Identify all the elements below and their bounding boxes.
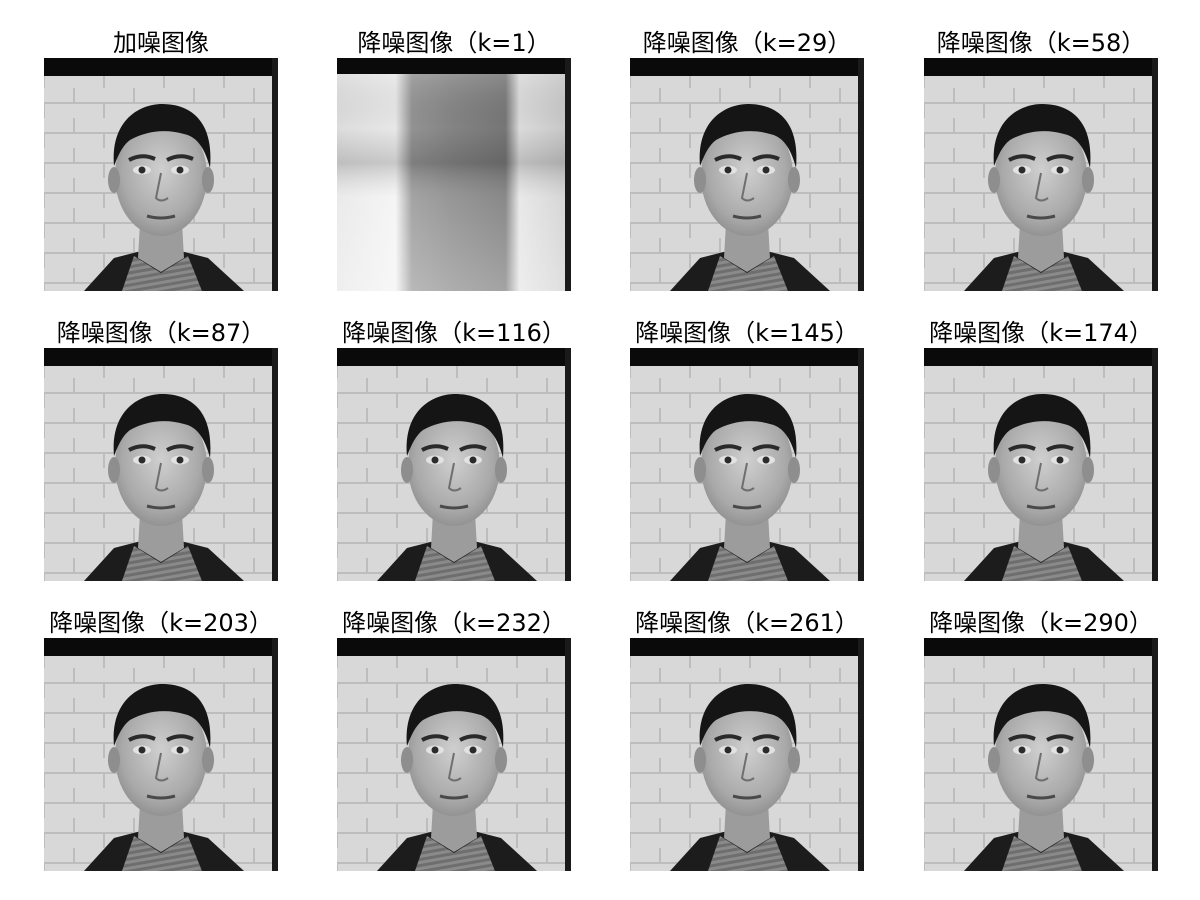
portrait-image xyxy=(630,58,864,291)
portrait-image xyxy=(337,348,571,581)
image-panel: 降噪图像（k=261） xyxy=(630,608,864,898)
panel-title: 降噪图像（k=1） xyxy=(357,29,551,57)
portrait-image xyxy=(44,58,278,291)
image-panel: 降噪图像（k=145） xyxy=(630,318,864,608)
panel-title: 降噪图像（k=290） xyxy=(929,609,1153,637)
panel-title: 降噪图像（k=261） xyxy=(635,609,859,637)
image-panel: 降噪图像（k=232） xyxy=(337,608,571,898)
portrait-image xyxy=(44,348,278,581)
panel-title: 降噪图像（k=203） xyxy=(49,609,273,637)
image-panel: 降噪图像（k=29） xyxy=(630,28,864,318)
panel-title: 降噪图像（k=232） xyxy=(342,609,566,637)
portrait-image xyxy=(44,638,278,871)
portrait-image xyxy=(337,638,571,871)
image-panel: 降噪图像（k=203） xyxy=(44,608,278,898)
image-panel: 降噪图像（k=58） xyxy=(924,28,1158,318)
image-panel: 降噪图像（k=174） xyxy=(924,318,1158,608)
image-panel: 加噪图像 xyxy=(44,28,278,318)
panel-title: 加噪图像 xyxy=(113,29,209,57)
blurred-portrait-image xyxy=(337,58,571,291)
panel-title: 降噪图像（k=58） xyxy=(936,29,1146,57)
portrait-image xyxy=(924,58,1158,291)
portrait-image xyxy=(630,348,864,581)
portrait-image xyxy=(924,638,1158,871)
image-panel: 降噪图像（k=1） xyxy=(337,28,571,318)
panel-title: 降噪图像（k=116） xyxy=(342,319,566,347)
portrait-image xyxy=(924,348,1158,581)
portrait-image xyxy=(630,638,864,871)
panel-title: 降噪图像（k=87） xyxy=(56,319,266,347)
image-panel: 降噪图像（k=87） xyxy=(44,318,278,608)
image-panel: 降噪图像（k=290） xyxy=(924,608,1158,898)
image-panel: 降噪图像（k=116） xyxy=(337,318,571,608)
panel-title: 降噪图像（k=29） xyxy=(642,29,852,57)
panel-title: 降噪图像（k=145） xyxy=(635,319,859,347)
panel-title: 降噪图像（k=174） xyxy=(929,319,1153,347)
